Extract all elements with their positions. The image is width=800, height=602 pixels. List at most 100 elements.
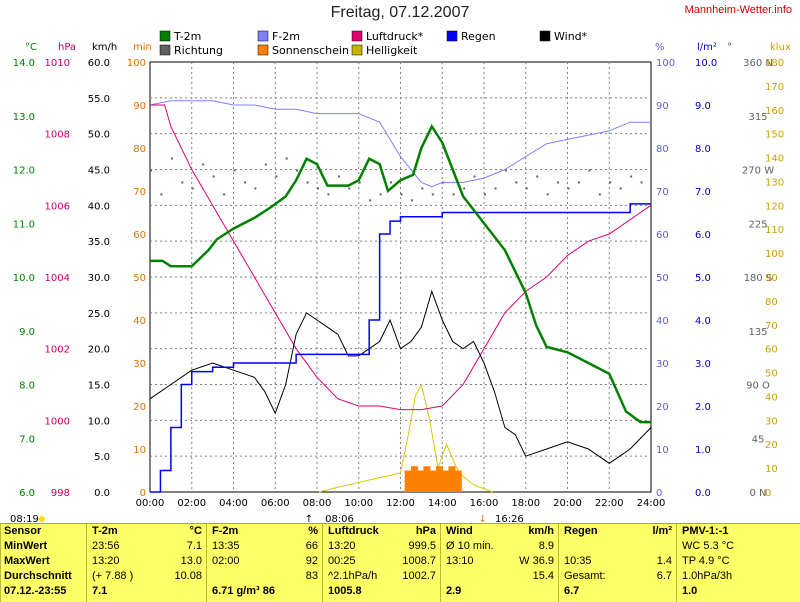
sunshine-bar	[429, 470, 437, 492]
humidity-tick-label: 40	[656, 316, 669, 327]
footer-col-pmv: PMV-1:-1 WC 5.3 °C TP 4.9 °C 1.0hPa/3h 1.0	[676, 524, 800, 602]
temp-tick-label: 8.0	[19, 381, 35, 392]
x-tick-label: 00:00	[136, 498, 165, 509]
footer-unit: °C	[189, 525, 202, 537]
footer-head-label: T-2m	[92, 525, 118, 537]
direction-dot	[264, 163, 267, 166]
footer-cell-value: W 36.9	[519, 555, 554, 567]
footer-cell-value: 83	[305, 570, 318, 582]
humidity-tick-label: 80	[656, 144, 669, 155]
x-tick-label: 16:00	[470, 498, 499, 509]
footer-col-t2m: T-2m °C 23:56 7.1 13:20 13.0 (+ 7.88 ) 10.08 7.1	[86, 524, 206, 602]
footer-row: 83	[212, 569, 322, 584]
light-tick-label: 40	[765, 392, 778, 403]
footer-row: 10:35 1.4	[564, 554, 676, 569]
pressure-tick-label: 1000	[45, 416, 70, 427]
footer-current-wind: 2.9	[446, 585, 462, 597]
wind-tick-label: 15.0	[88, 381, 110, 392]
footer-unit: %	[308, 525, 318, 537]
direction-dot	[369, 199, 372, 202]
rain-tick-label: 7.0	[695, 187, 711, 198]
rain-tick-label: 9.0	[695, 101, 711, 112]
footer-unit: l/m²	[652, 525, 672, 537]
series-line-regen	[150, 203, 651, 493]
temp-tick-label: 6.0	[19, 488, 35, 499]
footer-min-label: MinWert	[4, 540, 48, 552]
direction-tick-label: 135	[748, 327, 767, 338]
sunshine-bar	[454, 470, 462, 492]
sunshine-bar	[417, 470, 425, 492]
footer-row: 15.4	[446, 569, 558, 584]
humidity-tick-label: 100	[656, 58, 675, 69]
minutes-tick-label: 80	[133, 144, 146, 155]
pressure-tick-label: 1004	[45, 273, 70, 284]
footer-avg-label: Durchschnitt	[4, 570, 72, 582]
footer-head-label: Regen	[564, 525, 598, 537]
pressure-tick-label: 1002	[45, 345, 70, 356]
pressure-tick-label: 1008	[45, 130, 70, 141]
x-tick-label: 18:00	[511, 498, 540, 509]
footer-row: Ø 10 min. 8.9	[446, 539, 558, 554]
legend-label: Wind*	[554, 30, 588, 43]
footer-cell-label: 13:20	[328, 540, 356, 552]
footer-head-label: F-2m	[212, 525, 239, 537]
site-link[interactable]: Mannheim-Wetter.info	[684, 4, 792, 16]
footer-cell-value: 7.1	[186, 540, 202, 552]
direction-dot	[170, 157, 173, 160]
direction-dot	[317, 187, 319, 190]
time-now-label: 08:19	[10, 514, 39, 523]
direction-tick-label: 225	[748, 219, 767, 230]
direction-dot	[348, 187, 351, 190]
footer-cell-label: 13:20	[92, 555, 120, 567]
footer-current-regen: 6.7	[564, 585, 580, 597]
direction-dot	[275, 175, 278, 178]
x-tick-label: 04:00	[219, 498, 248, 509]
humidity-tick-label: 90	[656, 101, 669, 112]
direction-dot	[473, 175, 476, 178]
footer-cell-label: 02:00	[212, 555, 240, 567]
sunshine-bar	[442, 470, 450, 492]
footer-cell-label: (+ 7.88 )	[92, 570, 134, 582]
footer-cell-label: 10:35	[564, 555, 592, 567]
minutes-tick-label: 0	[140, 488, 146, 499]
direction-dot	[609, 181, 612, 184]
x-tick-label: 24:00	[637, 498, 666, 509]
direction-dot	[160, 193, 163, 196]
footer-row: WC 5.3 °C	[682, 540, 735, 552]
legend-swatch	[351, 44, 363, 56]
legend-label: F-2m	[272, 30, 300, 43]
rain-tick-label: 2.0	[695, 402, 711, 413]
minutes-tick-label: 20	[133, 402, 146, 413]
legend-label: T-2m	[173, 30, 201, 43]
temp-tick-label: 11.0	[13, 219, 35, 230]
legend-swatch	[159, 30, 171, 42]
rain-tick-label: 0.0	[695, 488, 711, 499]
series-line-f-2m	[149, 100, 651, 188]
axis-unit-label: l/m²	[697, 42, 717, 53]
direction-dot	[515, 181, 518, 184]
footer-row: 13:35 66	[212, 539, 322, 554]
minutes-tick-label: 10	[133, 445, 146, 456]
light-tick-label: 110	[765, 225, 784, 236]
footer-cell-label: 00:25	[328, 555, 356, 567]
legend-swatch	[257, 44, 269, 56]
direction-dot	[431, 193, 434, 196]
footer-row: 13:20 999.5	[328, 539, 440, 554]
footer-head-wind: Wind km/h	[446, 524, 558, 539]
direction-dot	[619, 187, 622, 190]
sun-icon	[39, 516, 45, 522]
legend-label: Helligkeit	[366, 44, 418, 57]
wind-tick-label: 55.0	[88, 94, 110, 105]
axis-unit-label: hPa	[58, 42, 76, 53]
x-tick-label: 10:00	[344, 498, 373, 509]
direction-dot	[536, 175, 539, 178]
direction-dot	[484, 193, 486, 196]
rain-tick-label: 5.0	[695, 273, 711, 284]
x-tick-label: 08:00	[303, 498, 332, 509]
light-tick-label: 30	[765, 416, 778, 427]
footer-sensor-col: Sensor MinWert MaxWert Durchschnitt 07.1…	[0, 524, 90, 602]
footer-head-pmv: PMV-1:-1	[682, 524, 800, 539]
minutes-tick-label: 100	[127, 58, 146, 69]
footer-unit: km/h	[528, 525, 554, 537]
